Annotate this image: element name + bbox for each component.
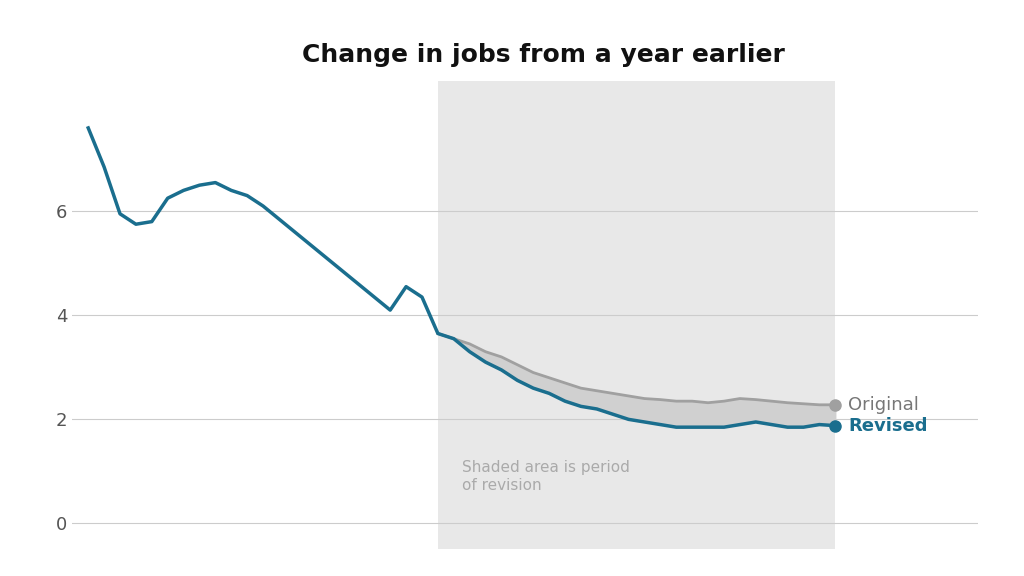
Text: Shaded area is period
of revision: Shaded area is period of revision [462, 460, 630, 493]
Text: Revised: Revised [848, 416, 928, 435]
Bar [438, 81, 836, 550]
Text: Original: Original [848, 396, 919, 414]
Text: Change in jobs from a year earlier: Change in jobs from a year earlier [302, 43, 784, 67]
